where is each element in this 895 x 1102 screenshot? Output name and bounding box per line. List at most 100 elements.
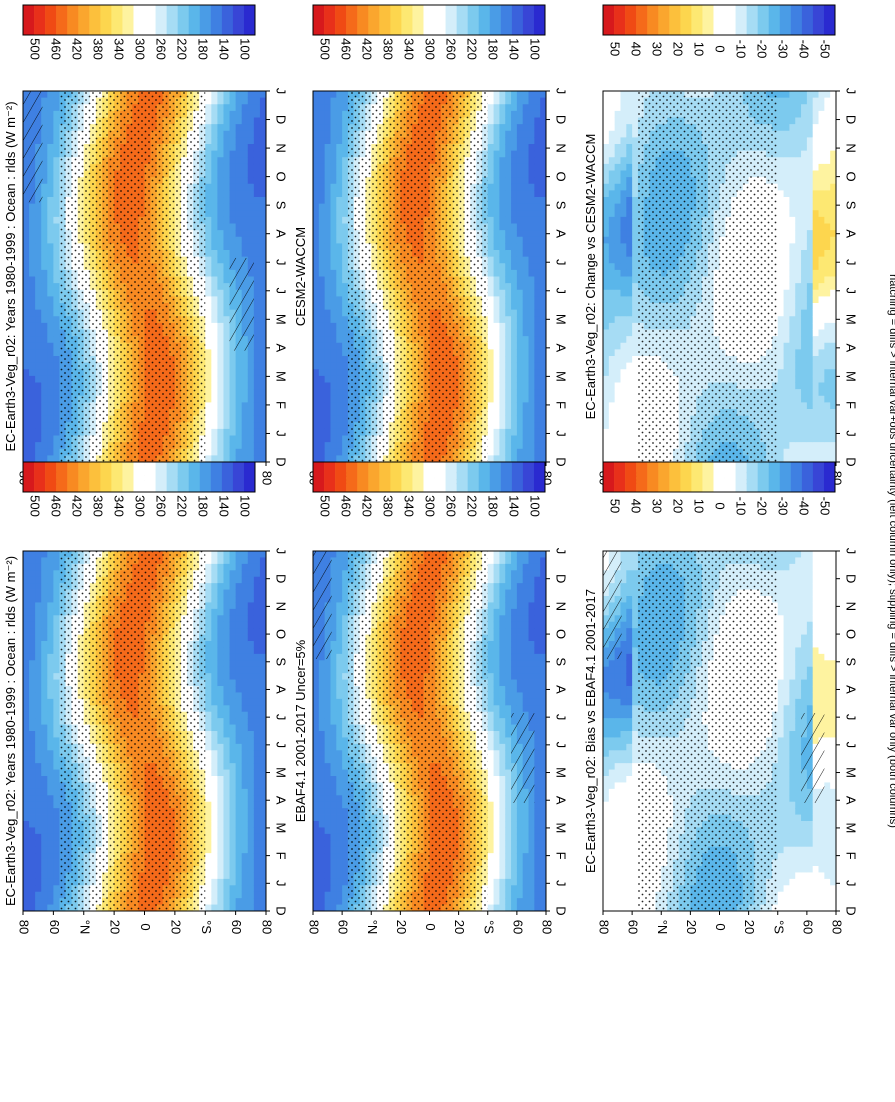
- heatmap-cell: [253, 698, 261, 706]
- heatmap-cell: [205, 711, 212, 719]
- heatmap-cell: [217, 283, 224, 291]
- heatmap-cell: [211, 163, 218, 171]
- heatmap-cell: [229, 743, 237, 751]
- heatmap-cell: [41, 885, 48, 893]
- heatmap-cell: [205, 263, 212, 271]
- heatmap-cell: [247, 583, 255, 590]
- heatmap-cell: [259, 827, 267, 835]
- heatmap-cell: [253, 827, 261, 835]
- heatmap-cell: [217, 795, 224, 803]
- heatmap-cell: [217, 821, 224, 828]
- heatmap-cell: [29, 276, 36, 284]
- heatmap-cell: [253, 686, 261, 693]
- heatmap-cell: [253, 898, 261, 905]
- heatmap-cell: [29, 769, 36, 777]
- heatmap-cell: [241, 788, 249, 796]
- heatmap-cell: [223, 878, 230, 886]
- heatmap-cell: [47, 653, 54, 661]
- heatmap-cell: [205, 673, 212, 680]
- heatmap-cell: [342, 216, 349, 224]
- heatmap-cell: [29, 698, 36, 706]
- heatmap-cell: [241, 216, 249, 224]
- heatmap-cell: [253, 455, 261, 463]
- heatmap-cell: [211, 563, 218, 571]
- heatmap-cell: [211, 389, 218, 397]
- heatmap-cell: [35, 666, 42, 674]
- heatmap-cell: [205, 415, 212, 423]
- heatmap-cell: [330, 91, 337, 99]
- heatmap-cell: [229, 602, 237, 610]
- panel-title: EC-Earth3-Veg_r02: Years 1980-1999 : Oce…: [3, 101, 18, 451]
- heatmap-cell: [241, 853, 249, 860]
- heatmap-cell: [336, 369, 343, 377]
- heatmap-cell: [313, 190, 320, 198]
- heatmap-cell: [247, 382, 255, 390]
- heatmap-cell: [205, 698, 212, 706]
- heatmap-cell: [324, 422, 331, 430]
- heatmap-cell: [53, 415, 60, 423]
- heatmap-cell: [235, 872, 243, 880]
- heatmap-cell: [247, 821, 255, 828]
- heatmap-cell: [217, 859, 224, 867]
- heatmap-cell: [47, 409, 54, 417]
- heatmap-cell: [41, 422, 48, 430]
- heatmap-cell: [223, 763, 230, 770]
- heatmap-cell: [23, 647, 30, 655]
- heatmap-cell: [217, 557, 224, 565]
- heatmap-cell: [41, 256, 48, 264]
- heatmap-cell: [205, 117, 212, 125]
- heatmap-cell: [324, 435, 331, 443]
- heatmap-cell: [259, 250, 267, 258]
- heatmap-cell: [47, 223, 54, 231]
- heatmap-cell: [229, 711, 237, 719]
- heatmap-cell: [330, 309, 337, 317]
- heatmap-cell: [229, 615, 237, 623]
- heatmap-cell: [53, 104, 60, 112]
- heatmap-cell: [247, 563, 255, 571]
- heatmap-cell: [47, 833, 54, 841]
- heatmap-cell: [23, 859, 30, 867]
- heatmap-cell: [253, 124, 261, 132]
- heatmap-cell: [47, 641, 54, 648]
- heatmap-cell: [35, 602, 42, 610]
- heatmap-cell: [217, 756, 224, 764]
- heatmap-cell: [205, 190, 212, 198]
- heatmap-cell: [342, 276, 349, 284]
- heatmap-cell: [211, 827, 218, 835]
- heatmap-cell: [29, 641, 36, 648]
- heatmap-cell: [235, 203, 243, 211]
- heatmap-cell: [211, 309, 218, 317]
- heatmap-cell: [217, 904, 224, 912]
- heatmap-cell: [259, 686, 267, 693]
- heatmap-cell: [324, 170, 331, 178]
- heatmap-cell: [205, 349, 212, 357]
- heatmap-cell: [47, 130, 54, 138]
- heatmap-cell: [211, 724, 218, 732]
- heatmap-cell: [223, 821, 230, 828]
- heatmap-cell: [229, 409, 237, 417]
- heatmap-cell: [336, 137, 343, 145]
- heatmap-cell: [330, 203, 337, 211]
- heatmap-cell: [342, 269, 349, 277]
- heatmap-cell: [223, 776, 230, 783]
- heatmap-cell: [324, 309, 331, 317]
- heatmap-cell: [253, 731, 261, 738]
- heatmap-cell: [41, 210, 48, 218]
- panel-3: DJFMAMJJASONDJ8060°N20020°S6080CESM2-WAC…: [293, 88, 569, 486]
- heatmap-cell: [235, 724, 243, 732]
- heatmap-cell: [324, 197, 331, 205]
- heatmap-cell: [253, 801, 261, 809]
- heatmap-cell: [205, 827, 212, 835]
- heatmap-cell: [35, 551, 42, 558]
- heatmap-cell: [41, 144, 48, 152]
- heatmap-cell: [259, 634, 267, 642]
- heatmap-cell: [247, 369, 255, 377]
- heatmap-cell: [205, 296, 212, 304]
- heatmap-cell: [241, 833, 249, 841]
- heatmap-cell: [330, 210, 337, 218]
- heatmap-cell: [259, 356, 267, 364]
- heatmap-cell: [205, 210, 212, 218]
- heatmap-cell: [229, 243, 237, 251]
- heatmap-cell: [229, 183, 237, 191]
